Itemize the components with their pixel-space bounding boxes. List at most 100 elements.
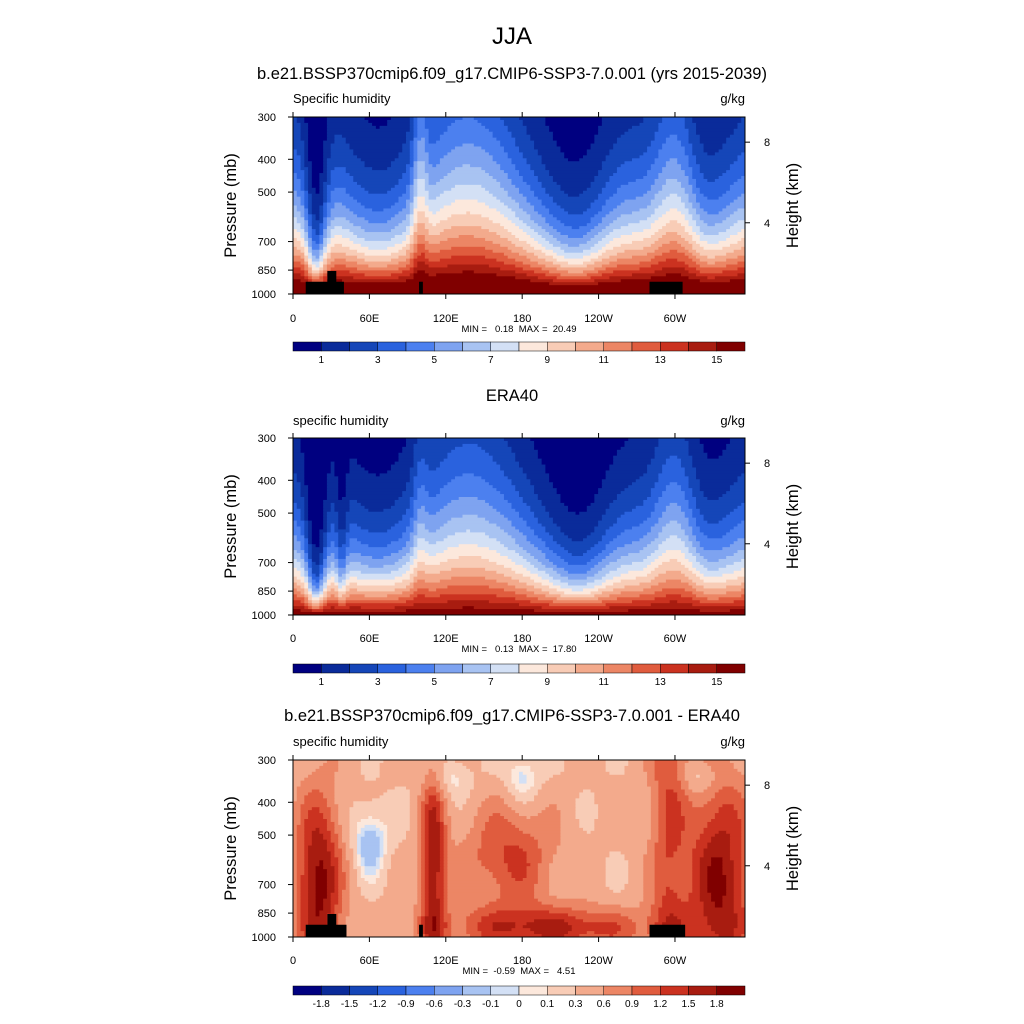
colorbar-box: [321, 663, 350, 674]
colorbar-box: [518, 663, 548, 674]
plot-frame: [292, 437, 746, 616]
colorbar-label: -1.5: [341, 999, 359, 1010]
colorbar-label: 11: [599, 355, 610, 366]
y-axis-label: Pressure (mb): [222, 153, 240, 258]
contour-field: [293, 438, 745, 615]
colorbar-label: -0.3: [454, 999, 472, 1010]
colorbar-box: [434, 985, 463, 996]
panel-obs: ERA40 specific humidity g/kg 0 60E 120E 180 120…: [222, 387, 802, 688]
colorbar-label: 1.5: [682, 999, 696, 1010]
land-mask-0: [305, 281, 344, 294]
colorbar-box: [603, 341, 633, 352]
y-tick-label: 1000: [252, 610, 276, 622]
x-tick-label: 120E: [433, 633, 459, 645]
colorbar-box: [547, 341, 576, 352]
y2-tick-label: 8: [764, 458, 770, 470]
contour-field: [293, 117, 745, 294]
colorbar-label: 15: [711, 355, 723, 366]
land-mask-2: [419, 281, 423, 294]
colorbar-box: [518, 341, 548, 352]
x-tick-label: 120E: [433, 955, 459, 967]
panel-title: ERA40: [486, 387, 538, 405]
colorbar-label: 5: [431, 355, 437, 366]
colorbar-box: [462, 663, 491, 674]
y-tick-label: 400: [258, 154, 276, 166]
y2-tick-label: 4: [764, 539, 770, 551]
colorbar-box: [716, 985, 746, 996]
colorbar-label: 1: [318, 355, 324, 366]
colorbar-box: [518, 985, 548, 996]
x-tick-label: 180: [513, 955, 531, 967]
colorbar-box: [716, 341, 746, 352]
y-tick-label: 850: [258, 586, 276, 598]
colorbar-label: 0: [516, 999, 522, 1010]
land-mask-3: [649, 924, 686, 937]
y2-axis-label: Height (km): [784, 806, 802, 891]
variable-label: specific humidity: [293, 734, 389, 749]
minmax-label: MIN = -0.59 MAX = 4.51: [463, 966, 576, 977]
colorbar-box: [688, 341, 717, 352]
y2-tick-label: 4: [764, 861, 770, 873]
colorbar-box: [660, 341, 689, 352]
y-tick-label: 500: [258, 830, 276, 842]
colorbar-box: [631, 663, 661, 674]
x-tick-label: 60W: [664, 633, 687, 645]
x-tick-label: 60E: [360, 633, 380, 645]
y-tick-label: 300: [258, 433, 276, 445]
colorbar-box: [575, 985, 604, 996]
y2-axis-label: Height (km): [784, 484, 802, 569]
y-tick-label: 1000: [252, 289, 276, 301]
panel-title: b.e21.BSSP370cmip6.f09_g17.CMIP6-SSP3-7.…: [257, 65, 767, 83]
colorbar-box: [292, 663, 322, 674]
x-tick-label: 0: [290, 633, 296, 645]
y2-tick-label: 8: [764, 137, 770, 149]
colorbar-label: 7: [488, 677, 494, 688]
colorbar-label: 11: [599, 677, 610, 688]
colorbar-box: [377, 341, 407, 352]
colorbar-box: [547, 663, 576, 674]
colorbar-label: -0.1: [482, 999, 500, 1010]
colorbar-label: 0.6: [597, 999, 611, 1010]
colorbar-box: [434, 663, 463, 674]
colorbar-box: [547, 985, 576, 996]
y-tick-label: 400: [258, 797, 276, 809]
colorbar-box: [603, 663, 633, 674]
x-tick-label: 120W: [584, 633, 613, 645]
colorbar-box: [405, 663, 435, 674]
x-tick-label: 0: [290, 955, 296, 967]
y-tick-label: 700: [258, 880, 276, 892]
x-tick-label: 120E: [433, 313, 459, 325]
colorbar-box: [349, 341, 378, 352]
units-label: g/kg: [720, 734, 745, 749]
land-mask-3: [649, 281, 683, 294]
colorbar-box: [349, 985, 378, 996]
x-tick-label: 180: [513, 313, 531, 325]
x-tick-label: 0: [290, 313, 296, 325]
land-mask-0: [305, 924, 347, 937]
colorbar-label: -0.6: [426, 999, 444, 1010]
minmax-label: MIN = 0.18 MAX = 20.49: [461, 324, 576, 335]
figure-title: JJA: [492, 23, 532, 50]
colorbar-label: 0.1: [540, 999, 554, 1010]
colorbar-box: [462, 985, 491, 996]
y-tick-label: 850: [258, 908, 276, 920]
colorbar-box: [660, 985, 689, 996]
land-mask-2: [419, 924, 423, 937]
colorbar: -1.8 -1.5 -1.2 -0.9 -0.6 -0.3 -0.1 0 0.1 0.3 0.6 0.…: [292, 985, 746, 1010]
colorbar-label: -1.2: [369, 999, 387, 1010]
colorbar-label: 1.8: [710, 999, 724, 1010]
land-mask-1: [327, 913, 337, 937]
colorbar-label: -1.8: [313, 999, 331, 1010]
y-tick-label: 300: [258, 755, 276, 767]
colorbar-box: [405, 985, 435, 996]
y-tick-label: 850: [258, 265, 276, 277]
colorbar-label: 7: [488, 355, 494, 366]
colorbar-label: 13: [655, 355, 667, 366]
colorbar-label: 15: [711, 677, 723, 688]
x-tick-label: 120W: [584, 313, 613, 325]
colorbar-box: [321, 985, 350, 996]
colorbar-label: -0.9: [397, 999, 415, 1010]
y-tick-label: 700: [258, 237, 276, 249]
colorbar-label: 1: [318, 677, 324, 688]
